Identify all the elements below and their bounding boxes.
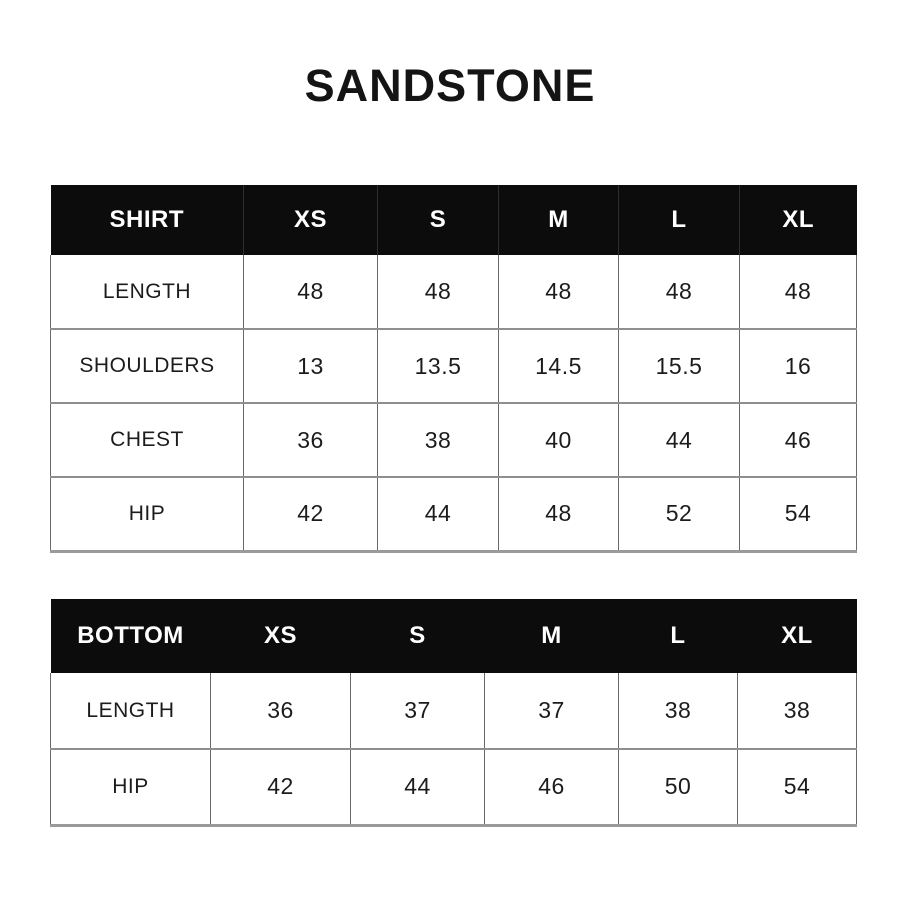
measurement-row: CHEST 36 38 40 44 46	[50, 402, 857, 478]
size-value-cell: 46	[484, 748, 619, 826]
measurement-row: HIP 42 44 48 52 54	[50, 476, 857, 552]
measurement-label: HIP	[50, 748, 211, 826]
bottom-size-table: BOTTOM XS S M L XL LENGTH 36 37 37 38 38 HIP 42 44 46 50…	[50, 599, 857, 827]
size-value-cell: 40	[498, 402, 619, 478]
size-value-cell: 48	[739, 255, 857, 330]
size-value-cell: 16	[739, 328, 857, 404]
size-header-cell: L	[618, 185, 740, 255]
measurement-label: LENGTH	[50, 255, 244, 330]
size-value-cell: 54	[737, 748, 857, 826]
size-value-cell: 36	[243, 402, 378, 478]
size-value-cell: 54	[739, 476, 857, 552]
size-value-cell: 44	[377, 476, 499, 552]
size-header-cell: M	[498, 185, 619, 255]
header-row: SHIRT XS S M L XL	[50, 185, 857, 255]
size-value-cell: 44	[350, 748, 485, 826]
size-value-cell: 38	[618, 673, 738, 750]
size-value-cell: 48	[243, 255, 378, 330]
measurement-label: LENGTH	[50, 673, 211, 750]
measurement-row: SHOULDERS 13 13.5 14.5 15.5 16	[50, 328, 857, 404]
size-header-cell: S	[377, 185, 499, 255]
size-header-cell: XS	[243, 185, 378, 255]
size-value-cell: 37	[350, 673, 485, 750]
size-value-cell: 38	[737, 673, 857, 750]
size-header-cell: XS	[210, 599, 351, 673]
size-value-cell: 14.5	[498, 328, 619, 404]
size-value-cell: 42	[210, 748, 351, 826]
size-value-cell: 13.5	[377, 328, 499, 404]
measurement-label: SHOULDERS	[50, 328, 244, 404]
size-value-cell: 15.5	[618, 328, 740, 404]
size-value-cell: 48	[498, 255, 619, 330]
measurement-label: HIP	[50, 476, 244, 552]
size-header-cell: XL	[739, 185, 857, 255]
size-value-cell: 46	[739, 402, 857, 478]
size-value-cell: 50	[618, 748, 738, 826]
size-header-cell: XL	[737, 599, 857, 673]
measurement-row: LENGTH 36 37 37 38 38	[50, 673, 857, 750]
size-value-cell: 48	[618, 255, 740, 330]
size-value-cell: 44	[618, 402, 740, 478]
measurement-row: LENGTH 48 48 48 48 48	[50, 255, 857, 330]
size-value-cell: 38	[377, 402, 499, 478]
measurement-row: HIP 42 44 46 50 54	[50, 748, 857, 826]
size-value-cell: 52	[618, 476, 740, 552]
size-value-cell: 13	[243, 328, 378, 404]
size-header-cell: S	[350, 599, 485, 673]
size-value-cell: 42	[243, 476, 378, 552]
size-value-cell: 37	[484, 673, 619, 750]
brand-title: SANDSTONE	[304, 60, 596, 111]
table-title-cell: BOTTOM	[50, 599, 211, 673]
size-value-cell: 48	[498, 476, 619, 552]
table-title-cell: SHIRT	[50, 185, 244, 255]
size-header-cell: L	[618, 599, 738, 673]
size-value-cell: 36	[210, 673, 351, 750]
measurement-label: CHEST	[50, 402, 244, 478]
size-header-cell: M	[484, 599, 619, 673]
header-row: BOTTOM XS S M L XL	[50, 599, 857, 673]
shirt-size-table: SHIRT XS S M L XL LENGTH 48 48 48 48 48 SHOULDERS 13 1…	[50, 185, 857, 553]
size-value-cell: 48	[377, 255, 499, 330]
